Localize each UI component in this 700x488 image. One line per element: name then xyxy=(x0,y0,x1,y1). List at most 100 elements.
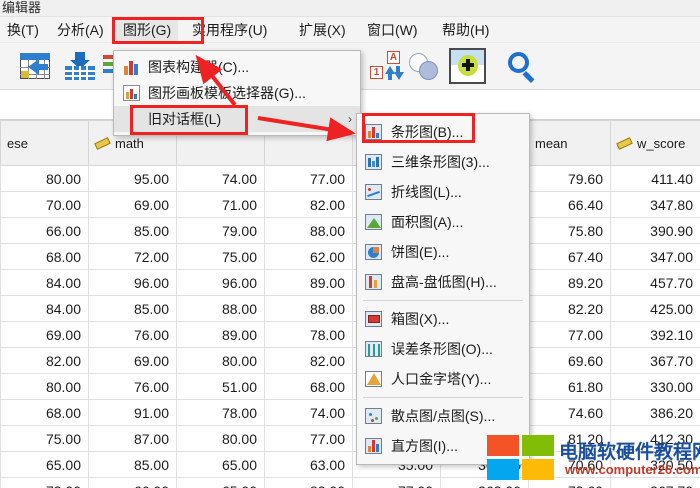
table-row[interactable]: 75.00 87.00 80.00 77.00 81.20 412.30 xyxy=(0,425,700,452)
table-row[interactable]: 80.00 95.00 74.00 77.00 79.60 411.40 xyxy=(0,165,700,192)
table-cell[interactable]: 80.00 xyxy=(176,347,265,374)
table-cell[interactable]: 74.00 xyxy=(264,399,353,426)
import-data-icon[interactable] xyxy=(63,50,97,82)
variables-list-icon[interactable] xyxy=(103,55,119,79)
table-cell[interactable]: 85.00 xyxy=(88,295,177,322)
table-cell[interactable]: 412.30 xyxy=(610,425,700,452)
table-row[interactable]: 70.00 69.00 71.00 82.00 66.40 347.80 xyxy=(0,191,700,218)
menu-item-0[interactable]: 换(T) xyxy=(7,22,39,38)
legacy-submenu-item-8[interactable]: 人口金字塔(Y)... xyxy=(357,364,529,394)
table-cell[interactable]: 78.00 xyxy=(264,321,353,348)
table-cell[interactable]: 61.80 xyxy=(528,373,611,400)
table-cell[interactable]: 66.00 xyxy=(0,217,89,244)
table-cell[interactable]: 65.00 xyxy=(0,451,89,478)
table-cell[interactable]: 425.00 xyxy=(610,295,700,322)
legacy-submenu-item-7[interactable]: 误差条形图(O)... xyxy=(357,334,529,364)
table-cell[interactable]: 73.00 xyxy=(0,477,89,488)
table-cell[interactable]: 79.60 xyxy=(528,165,611,192)
table-cell[interactable]: 91.00 xyxy=(88,399,177,426)
table-row[interactable]: 84.00 85.00 88.00 88.00 82.20 425.00 xyxy=(0,295,700,322)
graphs-menu-item-1[interactable]: 图形画板模板选择器(G)... xyxy=(114,80,360,106)
table-row[interactable]: 84.00 96.00 96.00 89.00 89.20 457.70 xyxy=(0,269,700,296)
table-cell[interactable]: 68.00 xyxy=(0,243,89,270)
table-row[interactable]: 66.00 85.00 79.00 88.00 75.80 390.90 xyxy=(0,217,700,244)
table-cell[interactable]: 67.40 xyxy=(528,243,611,270)
table-cell[interactable]: 76.00 xyxy=(88,373,177,400)
table-cell[interactable]: 77.00 xyxy=(528,321,611,348)
legacy-submenu-item-0[interactable]: 条形图(B)... xyxy=(357,117,529,147)
table-cell[interactable]: 457.70 xyxy=(610,269,700,296)
table-cell[interactable]: 87.00 xyxy=(88,425,177,452)
table-cell[interactable]: 85.00 xyxy=(88,217,177,244)
legacy-submenu-item-9[interactable]: 散点图/点图(S)... xyxy=(357,401,529,431)
table-cell[interactable]: 77.00 xyxy=(264,165,353,192)
table-cell[interactable]: 96.00 xyxy=(88,269,177,296)
find-icon[interactable] xyxy=(505,50,539,84)
table-cell[interactable]: 78.00 xyxy=(176,399,265,426)
table-cell[interactable]: 65.00 xyxy=(176,451,265,478)
legacy-submenu-item-1[interactable]: 三维条形图(3)... xyxy=(357,147,529,177)
table-cell[interactable]: 367.70 xyxy=(610,347,700,374)
table-cell[interactable]: 69.60 xyxy=(528,347,611,374)
table-cell[interactable]: 89.00 xyxy=(176,321,265,348)
menu-item-4[interactable]: 扩展(X) xyxy=(299,22,346,38)
table-cell[interactable]: 411.40 xyxy=(610,165,700,192)
table-cell[interactable]: 66.00 xyxy=(88,477,177,488)
column-header-w_score[interactable]: w_score xyxy=(610,120,700,166)
go-to-case-icon[interactable] xyxy=(18,50,52,82)
table-cell[interactable]: 89.20 xyxy=(528,269,611,296)
table-cell[interactable]: 392.10 xyxy=(610,321,700,348)
table-cell[interactable]: 70.00 xyxy=(0,191,89,218)
table-cell[interactable]: 68.00 xyxy=(264,373,353,400)
table-cell[interactable]: 65.00 xyxy=(176,477,265,488)
table-row[interactable]: 73.0066.0065.0082.0077.00363.0072.60367.… xyxy=(0,477,700,488)
table-cell[interactable]: 82.20 xyxy=(528,295,611,322)
table-cell[interactable]: 82.00 xyxy=(0,347,89,374)
legacy-submenu-item-4[interactable]: 饼图(E)... xyxy=(357,237,529,267)
table-cell[interactable]: 347.00 xyxy=(610,243,700,270)
table-cell[interactable]: 330.00 xyxy=(610,373,700,400)
table-row[interactable]: 68.00 72.00 75.00 62.00 67.40 347.00 xyxy=(0,243,700,270)
table-cell[interactable]: 88.00 xyxy=(264,217,353,244)
table-cell[interactable]: 88.00 xyxy=(264,295,353,322)
menu-item-2[interactable]: 图形(G) xyxy=(116,19,179,41)
table-cell[interactable]: 82.00 xyxy=(264,191,353,218)
table-cell[interactable]: 80.00 xyxy=(0,165,89,192)
table-cell[interactable]: 386.20 xyxy=(610,399,700,426)
table-cell[interactable]: 84.00 xyxy=(0,295,89,322)
table-cell[interactable]: 71.00 xyxy=(176,191,265,218)
table-cell[interactable]: 77.00 xyxy=(352,477,441,488)
table-cell[interactable]: 390.90 xyxy=(610,217,700,244)
table-row[interactable]: 69.00 76.00 89.00 78.00 77.00 392.10 xyxy=(0,321,700,348)
table-cell[interactable]: 89.00 xyxy=(264,269,353,296)
menu-item-1[interactable]: 分析(A) xyxy=(57,22,104,38)
table-cell[interactable]: 88.00 xyxy=(176,295,265,322)
table-cell[interactable]: 79.00 xyxy=(176,217,265,244)
table-cell[interactable]: 347.80 xyxy=(610,191,700,218)
table-cell[interactable]: 76.00 xyxy=(88,321,177,348)
table-row[interactable]: 68.00 91.00 78.00 74.00 74.60 386.20 xyxy=(0,399,700,426)
table-cell[interactable]: 320.50 xyxy=(610,451,700,478)
table-cell[interactable]: 82.00 xyxy=(264,477,353,488)
select-cases-icon[interactable] xyxy=(449,48,486,84)
table-cell[interactable]: 80.00 xyxy=(176,425,265,452)
table-cell[interactable]: 75.00 xyxy=(0,425,89,452)
table-cell[interactable]: 95.00 xyxy=(88,165,177,192)
menu-item-3[interactable]: 实用程序(U) xyxy=(192,22,268,38)
table-cell[interactable]: 62.00 xyxy=(264,243,353,270)
legacy-submenu-item-5[interactable]: 盘高-盘低图(H)... xyxy=(357,267,529,297)
table-row[interactable]: 80.00 76.00 51.00 68.00 61.80 330.00 xyxy=(0,373,700,400)
table-cell[interactable]: 80.00 xyxy=(0,373,89,400)
table-cell[interactable]: 69.00 xyxy=(0,321,89,348)
table-cell[interactable]: 66.40 xyxy=(528,191,611,218)
table-cell[interactable]: 63.00 xyxy=(264,451,353,478)
table-cell[interactable]: 74.60 xyxy=(528,399,611,426)
data-sheet[interactable]: ese math mean w_score 80.00 95.00 74.00 77.00 7… xyxy=(0,120,700,488)
legacy-submenu-item-3[interactable]: 面积图(A)... xyxy=(357,207,529,237)
table-cell[interactable]: 74.00 xyxy=(176,165,265,192)
split-file-icon[interactable] xyxy=(408,50,442,82)
menu-item-5[interactable]: 窗口(W) xyxy=(367,22,418,38)
table-cell[interactable]: 77.00 xyxy=(264,425,353,452)
table-row[interactable]: 82.00 69.00 80.00 82.00 69.60 367.70 xyxy=(0,347,700,374)
